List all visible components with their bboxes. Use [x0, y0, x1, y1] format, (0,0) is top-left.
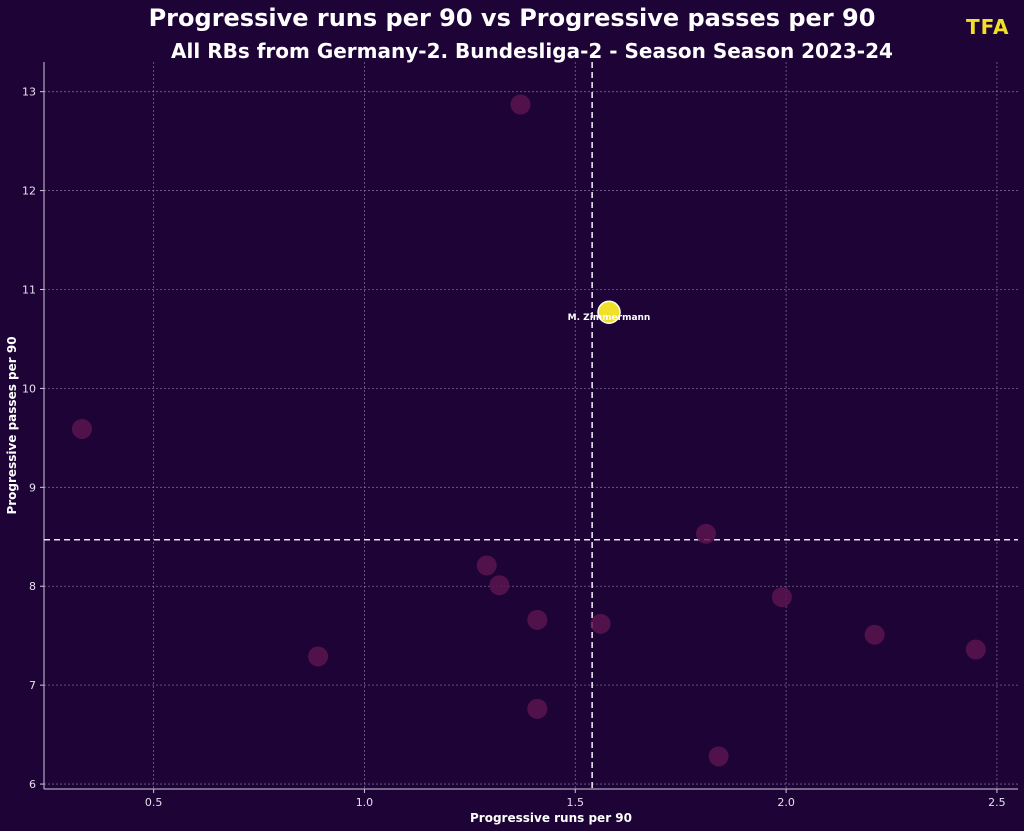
scatter-point[interactable] [476, 555, 497, 576]
y-tick-label: 13 [22, 86, 36, 99]
scatter-point[interactable] [510, 94, 531, 115]
x-axis-label: Progressive runs per 90 [470, 811, 632, 825]
y-tick-label: 12 [22, 185, 36, 198]
scatter-point[interactable] [308, 646, 329, 667]
scatter-point[interactable] [965, 639, 986, 660]
y-tick-label: 10 [22, 382, 36, 395]
y-tick-label: 7 [29, 679, 36, 692]
highlight-point[interactable] [597, 300, 621, 324]
scatter-point[interactable] [590, 613, 611, 634]
scatter-point[interactable] [71, 418, 92, 439]
tfa-logo: TFA [966, 15, 1010, 39]
y-tick-label: 9 [29, 481, 36, 494]
scatter-point[interactable] [695, 523, 716, 544]
scatter-point[interactable] [489, 575, 510, 596]
scatter-point[interactable] [708, 746, 729, 767]
chart-subtitle: All RBs from Germany-2. Bundesliga-2 - S… [171, 39, 893, 63]
y-tick-label: 6 [29, 778, 36, 791]
x-tick-label: 2.0 [777, 796, 795, 809]
chart-title: Progressive runs per 90 vs Progressive p… [148, 4, 876, 32]
scatter-point[interactable] [527, 698, 548, 719]
y-axis-label: Progressive passes per 90 [5, 336, 19, 514]
scatter-point[interactable] [864, 624, 885, 645]
x-tick-label: 2.5 [988, 796, 1006, 809]
y-tick-label: 8 [29, 580, 36, 593]
scatter-point[interactable] [527, 609, 548, 630]
x-tick-label: 0.5 [145, 796, 163, 809]
y-tick-label: 11 [22, 283, 36, 296]
x-tick-label: 1.0 [356, 796, 374, 809]
x-tick-label: 1.5 [567, 796, 585, 809]
scatter-point[interactable] [771, 587, 792, 608]
highlight-label: M. Zimmermann [568, 313, 651, 323]
